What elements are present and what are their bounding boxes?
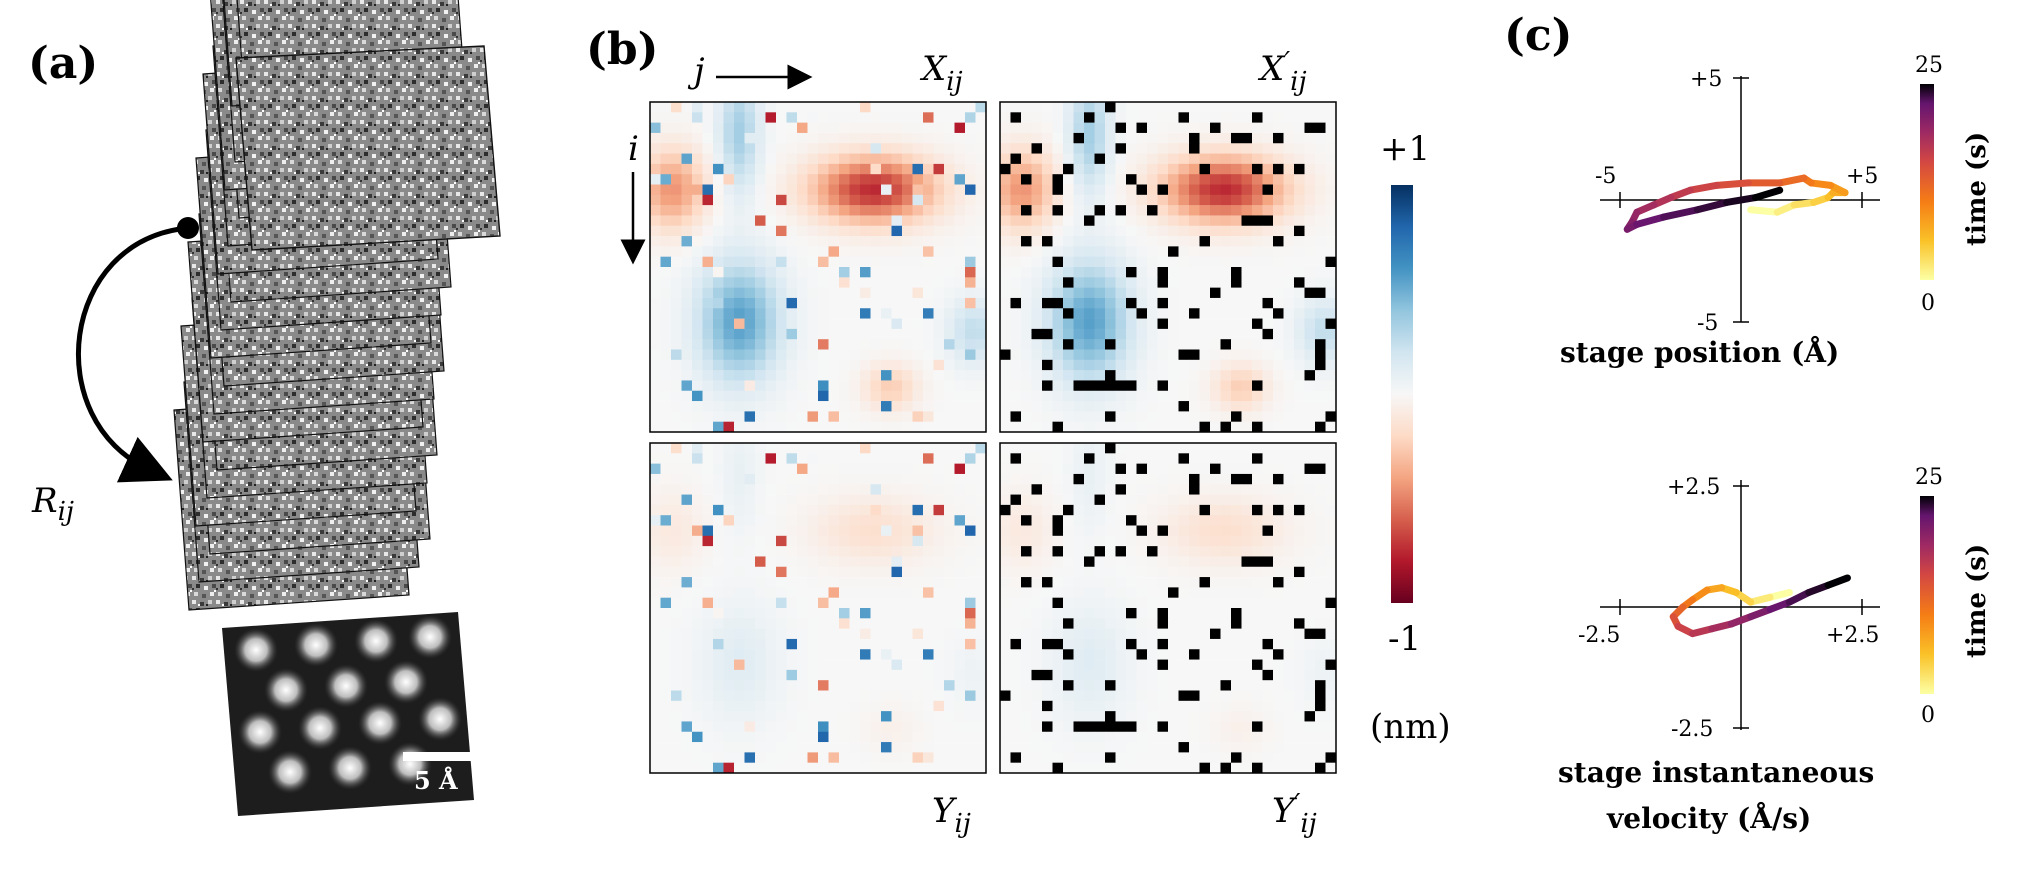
atom-column bbox=[358, 701, 402, 745]
panel-b: (b) j i Xij X′ij Yij Y′ij +1 -1 (nm) bbox=[586, 24, 1451, 839]
trajectory-segment bbox=[1824, 574, 1851, 589]
matrix-frame bbox=[999, 442, 1337, 774]
velocity-trajectory bbox=[1669, 574, 1851, 638]
panel-a-label: (a) bbox=[28, 38, 98, 89]
matrix-Yp bbox=[999, 442, 1337, 774]
matrix-Y bbox=[649, 442, 987, 774]
colorbar-unit-label: (nm) bbox=[1370, 707, 1451, 747]
position-xlabel: stage position (Å) bbox=[1560, 335, 1839, 369]
trajectory-segment bbox=[1785, 588, 1813, 606]
matrix-title-Xprime: X′ij bbox=[1257, 47, 1307, 97]
trajectory-segment bbox=[1752, 186, 1784, 202]
position-colorbar-max: 25 bbox=[1915, 53, 1943, 78]
matrix-Xp bbox=[999, 101, 1337, 433]
position-colorbar bbox=[1920, 84, 1934, 280]
matrix-frame bbox=[999, 101, 1337, 433]
stack-slice-top bbox=[235, 45, 501, 251]
rotation-label: Rij bbox=[31, 481, 74, 527]
colorbar-min-label: -1 bbox=[1388, 619, 1421, 659]
axis-i-label: i bbox=[628, 129, 639, 169]
position-colorbar-label: time (s) bbox=[1962, 132, 1992, 246]
atom-lattice bbox=[234, 615, 462, 794]
atom-column bbox=[324, 664, 368, 708]
panel-c-label: (c) bbox=[1504, 10, 1572, 61]
matrix-frame bbox=[649, 442, 987, 774]
rotation-arrow-origin bbox=[177, 217, 199, 239]
image-stack bbox=[173, 0, 501, 611]
panel-b-label: (b) bbox=[586, 24, 658, 75]
position-trajectory bbox=[1623, 174, 1849, 233]
matrix-X bbox=[649, 101, 987, 433]
rotation-arrow bbox=[75, 225, 189, 483]
trajectory-segment bbox=[1633, 213, 1668, 228]
atom-column bbox=[298, 706, 342, 750]
position-plot: +5 -5 -5 +5 stage position (Å) 25 0 time… bbox=[1560, 53, 1992, 369]
scalebar-label: 5 Å bbox=[414, 766, 458, 795]
atom-column bbox=[294, 623, 338, 667]
atom-column bbox=[418, 697, 462, 741]
atom-column bbox=[408, 615, 452, 659]
atom-column bbox=[354, 619, 398, 663]
velocity-colorbar-min: 0 bbox=[1921, 703, 1935, 728]
velocity-colorbar-max: 25 bbox=[1915, 465, 1943, 490]
scalebar bbox=[403, 752, 475, 761]
atom-column bbox=[238, 710, 282, 754]
position-tick-bottom-label: -5 bbox=[1697, 311, 1718, 336]
velocity-colorbar-label: time (s) bbox=[1962, 544, 1992, 658]
trajectory-segment bbox=[1713, 179, 1752, 189]
axis-j-label: j bbox=[687, 51, 705, 91]
trajectory-segment bbox=[1776, 174, 1808, 187]
position-tick-left-label: -5 bbox=[1595, 164, 1616, 189]
velocity-xlabel-line2: velocity (Å/s) bbox=[1606, 801, 1811, 835]
trajectory-segment bbox=[1722, 194, 1760, 206]
panel-c: (c) +5 -5 -5 +5 stage position (Å) 25 0 … bbox=[1504, 10, 1992, 835]
velocity-xlabel-line1: stage instantaneous bbox=[1558, 756, 1874, 789]
atom-column bbox=[328, 746, 372, 790]
trajectory-segment bbox=[1660, 206, 1701, 221]
position-tick-top-label: +5 bbox=[1690, 67, 1722, 92]
velocity-tick-left-label: -2.5 bbox=[1578, 623, 1620, 648]
position-colorbar-min: 0 bbox=[1921, 291, 1935, 316]
matrix-title-Y: Yij bbox=[932, 791, 971, 839]
velocity-plot: +2.5 -2.5 -2.5 +2.5 stage instantaneous … bbox=[1558, 465, 1992, 835]
atom-column bbox=[384, 660, 428, 704]
matrix-frame bbox=[649, 101, 987, 433]
averaged-image: 5 Å bbox=[222, 612, 475, 816]
velocity-tick-right-label: +2.5 bbox=[1826, 623, 1879, 648]
velocity-tick-bottom-label: -2.5 bbox=[1671, 717, 1713, 742]
atom-column bbox=[264, 668, 308, 712]
correlation-matrices bbox=[649, 101, 1337, 774]
colorbar-max-label: +1 bbox=[1380, 129, 1430, 169]
panel-a: (a) Rij 5 Å bbox=[28, 0, 501, 816]
position-tick-right-label: +5 bbox=[1846, 164, 1878, 189]
velocity-tick-top-label: +2.5 bbox=[1667, 475, 1720, 500]
colorbar-rdbu bbox=[1391, 185, 1413, 603]
atom-column bbox=[234, 628, 278, 672]
velocity-colorbar bbox=[1920, 496, 1934, 694]
trajectory-segment bbox=[1747, 206, 1781, 216]
trajectory-segment bbox=[1693, 198, 1730, 214]
trajectory-segment bbox=[1686, 181, 1721, 194]
matrix-title-Yprime: Y′ij bbox=[1272, 789, 1317, 839]
atom-column bbox=[268, 750, 312, 794]
matrix-title-X: Xij bbox=[919, 49, 963, 97]
